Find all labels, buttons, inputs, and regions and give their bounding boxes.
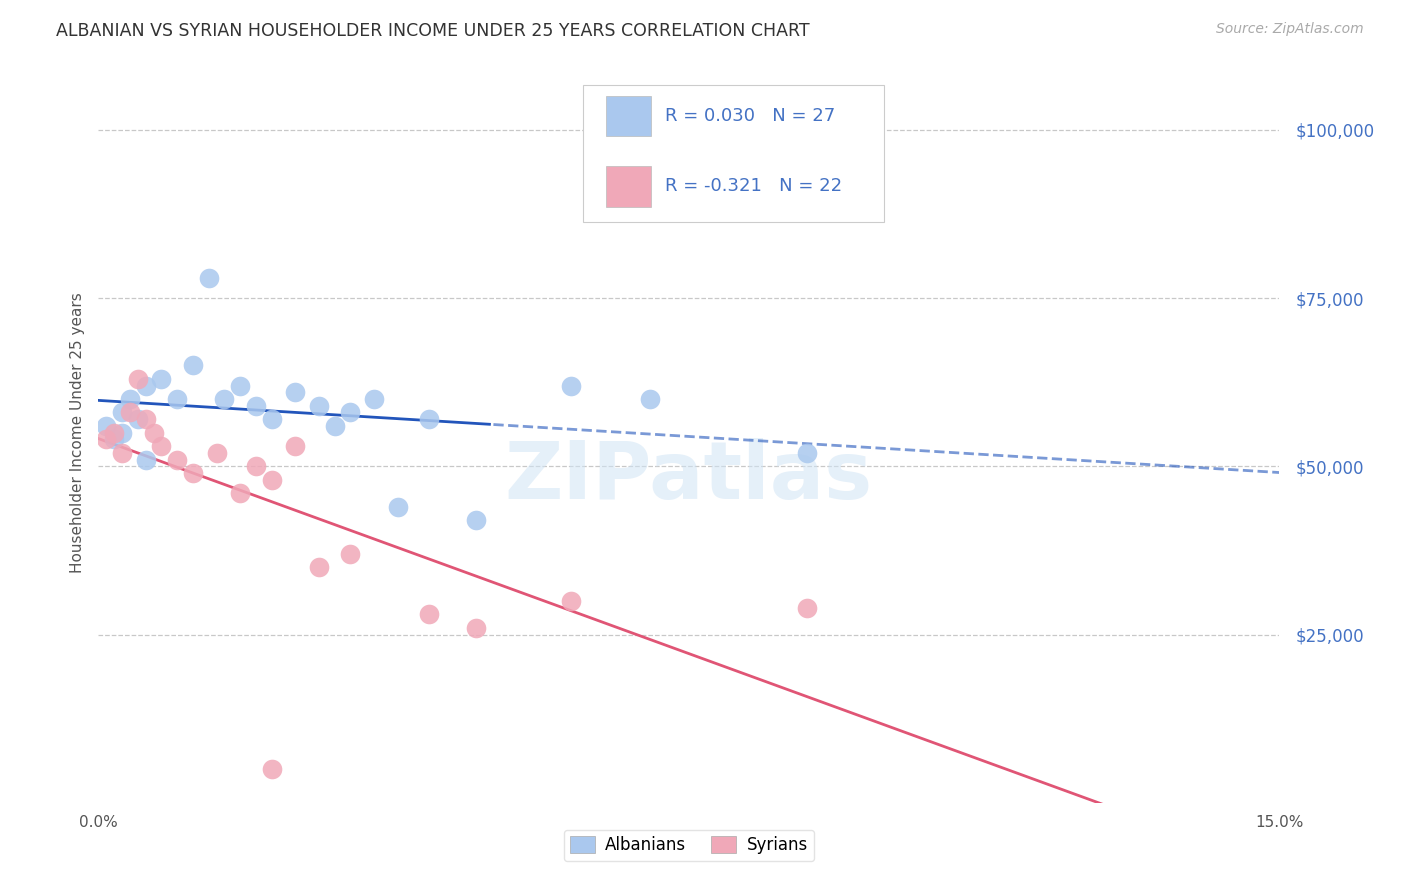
Point: [111, 405, 134, 419]
Point: [127, 412, 149, 426]
Point: [260, 762, 283, 776]
Text: Source: ZipAtlas.com: Source: ZipAtlas.com: [1216, 22, 1364, 37]
Point: [260, 412, 283, 426]
Point: [96, 433, 118, 447]
Point: [111, 446, 134, 460]
Point: [465, 621, 488, 635]
Text: R = -0.321   N = 22: R = -0.321 N = 22: [665, 178, 842, 195]
Text: ALBANIAN VS SYRIAN HOUSEHOLDER INCOME UNDER 25 YEARS CORRELATION CHART: ALBANIAN VS SYRIAN HOUSEHOLDER INCOME UN…: [56, 22, 810, 40]
Point: [205, 446, 228, 460]
Text: R = 0.030   N = 27: R = 0.030 N = 27: [665, 107, 835, 125]
Point: [135, 412, 157, 426]
Point: [111, 425, 134, 440]
Point: [181, 359, 204, 373]
Point: [166, 392, 188, 406]
Point: [166, 452, 188, 467]
Point: [465, 513, 488, 527]
Point: [118, 405, 141, 419]
Point: [118, 392, 141, 406]
Text: ZIPatlas: ZIPatlas: [505, 438, 873, 516]
Point: [284, 439, 307, 453]
Point: [363, 392, 385, 406]
Point: [181, 466, 204, 480]
Point: [308, 399, 330, 413]
Point: [245, 399, 267, 413]
Point: [418, 412, 440, 426]
Point: [96, 418, 118, 433]
Point: [127, 372, 149, 386]
Point: [260, 473, 283, 487]
Point: [560, 378, 582, 392]
Point: [323, 418, 346, 433]
Point: [308, 560, 330, 574]
Point: [560, 594, 582, 608]
Point: [339, 547, 361, 561]
Point: [135, 452, 157, 467]
Point: [229, 378, 252, 392]
Legend: Albanians, Syrians: Albanians, Syrians: [564, 830, 814, 861]
Point: [150, 439, 173, 453]
Point: [229, 486, 252, 500]
Point: [214, 392, 236, 406]
FancyBboxPatch shape: [606, 95, 651, 136]
Point: [418, 607, 440, 622]
Point: [638, 392, 661, 406]
Point: [284, 385, 307, 400]
Point: [103, 433, 125, 447]
Point: [245, 459, 267, 474]
Point: [197, 270, 219, 285]
Point: [103, 425, 125, 440]
FancyBboxPatch shape: [582, 85, 884, 221]
Y-axis label: Householder Income Under 25 years: Householder Income Under 25 years: [69, 293, 84, 573]
Point: [135, 378, 157, 392]
Point: [150, 372, 173, 386]
Point: [339, 405, 361, 419]
Point: [796, 600, 818, 615]
Point: [142, 425, 165, 440]
Point: [387, 500, 409, 514]
FancyBboxPatch shape: [606, 166, 651, 207]
Point: [796, 446, 818, 460]
